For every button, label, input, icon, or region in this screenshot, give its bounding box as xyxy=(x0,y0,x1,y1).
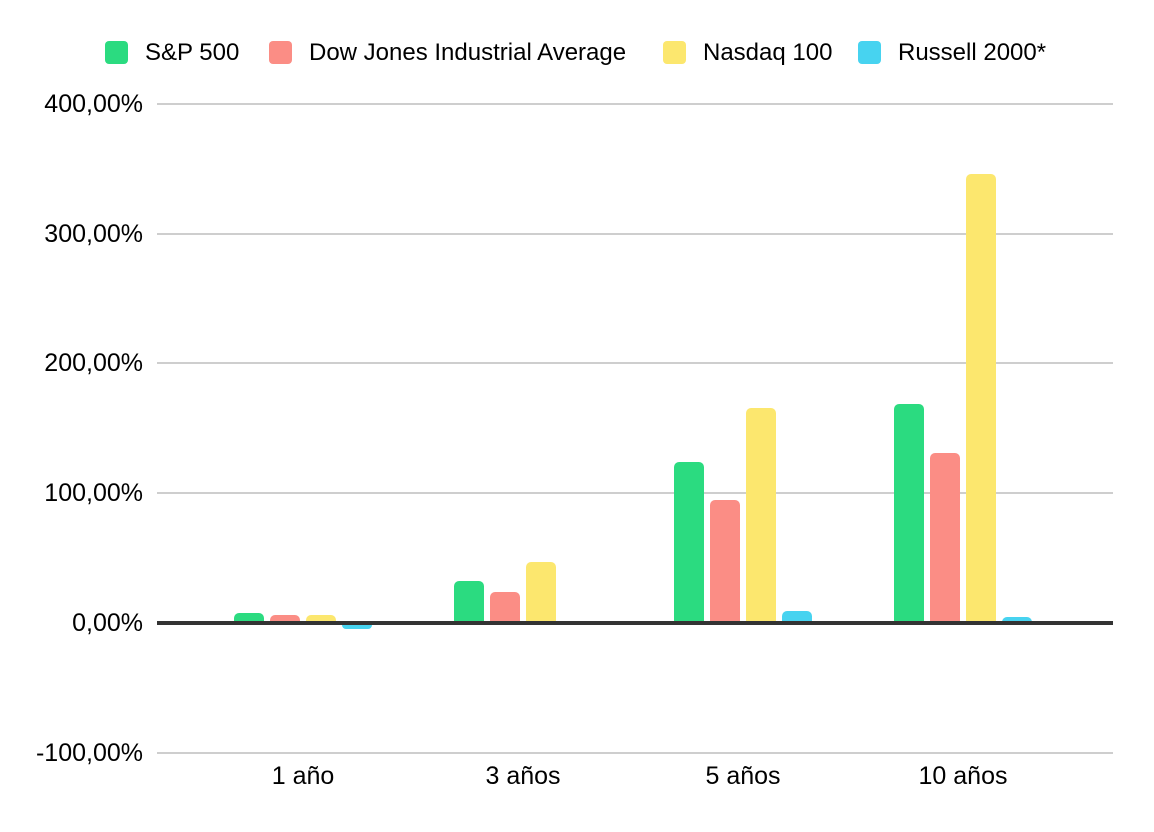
legend-item-3: Nasdaq 100 xyxy=(663,39,833,66)
gridline xyxy=(157,362,1113,365)
bar-dow-jones-industrial-average-10-años xyxy=(930,452,960,623)
y-axis-tick-label: 400,00% xyxy=(44,89,143,118)
chart-legend: S&P 500 Dow Jones Industrial Average Nasda… xyxy=(0,0,1154,80)
bar-nasdaq-100-3-años xyxy=(526,561,556,623)
x-axis-category-label: 10 años xyxy=(918,762,1008,790)
bar-dow-jones-industrial-average-1-año xyxy=(270,615,300,623)
bar-nasdaq-100-1-año xyxy=(306,615,336,623)
bar-dow-jones-industrial-average-5-años xyxy=(710,499,740,623)
y-axis-tick-label: 300,00% xyxy=(44,219,143,248)
bar-s-p-500-10-años xyxy=(894,403,924,623)
legend-swatch-icon xyxy=(269,41,292,64)
gridline xyxy=(157,232,1113,235)
y-axis-tick-label: 0,00% xyxy=(72,609,143,637)
legend-swatch-icon xyxy=(105,41,128,64)
bar-russell-2000-10-años xyxy=(1002,616,1032,623)
gridline xyxy=(157,492,1113,495)
bar-s-p-500-3-años xyxy=(454,581,484,623)
bar-dow-jones-industrial-average-3-años xyxy=(490,591,520,623)
legend-label: Nasdaq 100 xyxy=(703,39,833,66)
legend-label: Dow Jones Industrial Average xyxy=(309,39,627,66)
x-axis-category-label: 1 año xyxy=(271,762,335,790)
bar-s-p-500-5-años xyxy=(674,462,704,623)
legend-label: S&P 500 xyxy=(145,39,240,66)
bar-russell-2000-5-años xyxy=(782,611,812,623)
y-axis-tick-label: 200,00% xyxy=(44,349,143,378)
bar-nasdaq-100-10-años xyxy=(966,173,996,623)
x-axis-category-label: 3 años xyxy=(485,762,561,790)
y-axis-tick-label: 100,00% xyxy=(44,479,143,508)
legend-item-4: Russell 2000* xyxy=(858,39,1047,66)
legend-item-2: Dow Jones Industrial Average xyxy=(269,39,627,66)
legend-swatch-icon xyxy=(858,41,881,64)
bar-s-p-500-1-año xyxy=(234,612,264,623)
y-axis-tick-label: -100,00% xyxy=(35,738,143,767)
gridline xyxy=(157,751,1113,754)
x-axis-zero-line xyxy=(157,621,1113,625)
x-axis-category-label: 5 años xyxy=(705,762,781,790)
gridline xyxy=(157,102,1113,105)
bar-russell-2000-1-año xyxy=(342,625,372,629)
legend-swatch-icon xyxy=(663,41,686,64)
legend-item-1: S&P 500 xyxy=(105,39,240,66)
bar-nasdaq-100-5-años xyxy=(746,407,776,623)
legend-label: Russell 2000* xyxy=(898,39,1047,66)
